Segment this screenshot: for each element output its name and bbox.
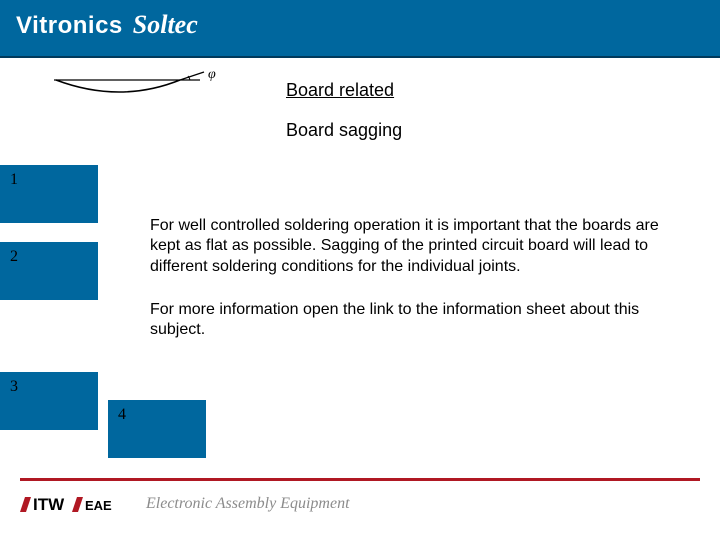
body-paragraph-2: For more information open the link to th… xyxy=(150,300,690,341)
footer: ITW EAE Electronic Assembly Equipment xyxy=(20,486,700,522)
nav-block-label: 4 xyxy=(118,406,126,424)
header-bar: Vitronics Soltec xyxy=(0,0,720,56)
logo-itw-text: ITW xyxy=(33,495,65,514)
slide-root: Vitronics Soltec φ Board related Board s… xyxy=(0,0,720,540)
brand-lockup: Vitronics Soltec xyxy=(16,10,198,40)
subtitle: Board sagging xyxy=(286,120,402,141)
nav-block-label: 2 xyxy=(10,248,18,266)
phi-label: φ xyxy=(208,70,216,82)
board-sag-diagram: φ xyxy=(50,70,220,110)
itw-eae-logo: ITW EAE xyxy=(20,489,130,519)
board-related-link[interactable]: Board related xyxy=(286,80,394,101)
nav-block-label: 3 xyxy=(10,378,18,396)
nav-block-1[interactable]: 1 xyxy=(0,165,98,223)
nav-block-4[interactable]: 4 xyxy=(108,400,206,458)
nav-block-3[interactable]: 3 xyxy=(0,372,98,430)
logo-eae-text: EAE xyxy=(85,498,112,513)
nav-block-2[interactable]: 2 xyxy=(0,242,98,300)
header-underline xyxy=(0,56,720,58)
nav-block-label: 1 xyxy=(10,171,18,189)
brand-primary: Vitronics xyxy=(16,12,123,40)
body-paragraph-1: For well controlled soldering operation … xyxy=(150,216,690,277)
footer-rule xyxy=(20,478,700,481)
brand-secondary: Soltec xyxy=(133,10,198,40)
footer-tagline: Electronic Assembly Equipment xyxy=(146,495,350,513)
